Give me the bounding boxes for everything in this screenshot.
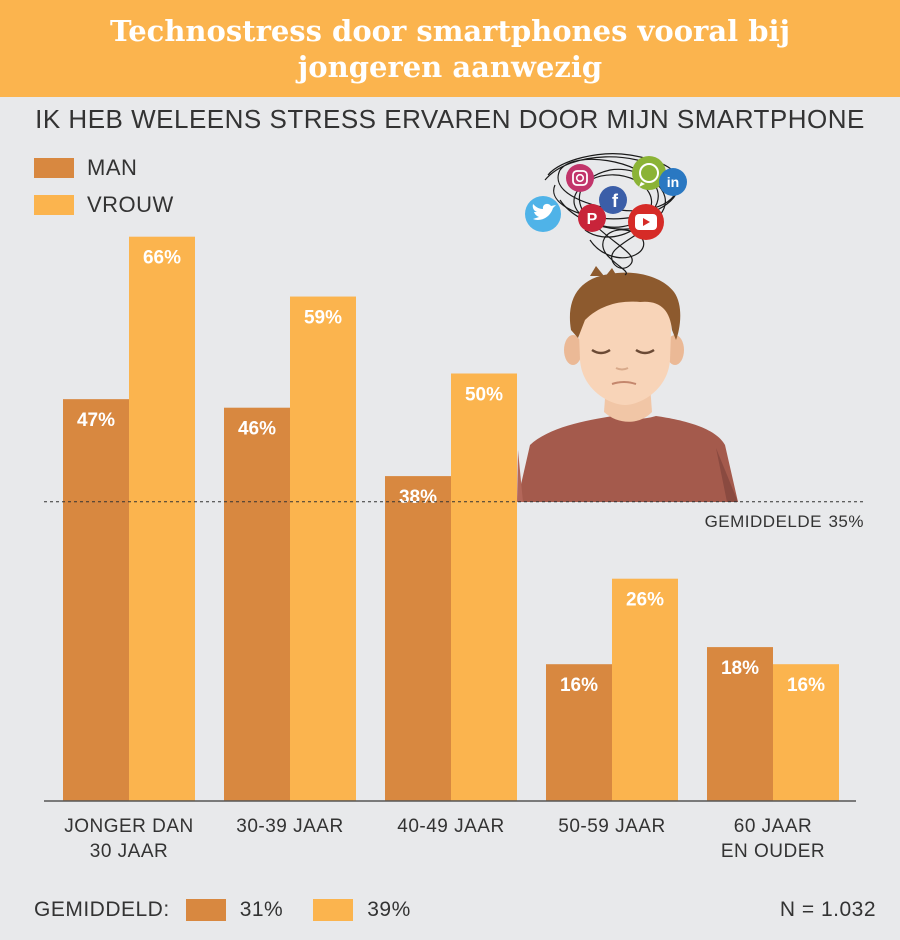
average-vrouw-value: 39% — [367, 898, 411, 921]
bar-value-label: 50% — [465, 385, 503, 406]
bar-man-1 — [224, 407, 290, 801]
legend-man: MAN — [34, 155, 137, 181]
social-media-icons: in f P — [525, 156, 687, 240]
bar-man-2 — [385, 476, 451, 801]
legend-man-swatch — [34, 158, 74, 178]
bar-vrouw-4 — [773, 664, 839, 801]
average-man-value: 31% — [239, 898, 284, 921]
legend-vrouw: VROUW — [34, 192, 174, 218]
category-label: JONGER DAN 30 JAAR — [64, 816, 194, 862]
legend-vrouw-swatch — [34, 195, 74, 215]
bar-vrouw-3 — [612, 578, 678, 801]
bar-man-0 — [63, 399, 129, 801]
average-reference-label: GEMIDDELDE — [705, 512, 822, 531]
average-reference-value: 35% — [828, 512, 864, 531]
bar-value-label: 59% — [304, 308, 342, 329]
facebook-icon: f — [599, 186, 627, 214]
sample-size: N = 1.032 — [779, 898, 876, 921]
bar-man-4 — [707, 647, 773, 801]
svg-text:f: f — [612, 191, 619, 211]
average-summary: GEMIDDELD: 31% 39% — [34, 898, 441, 922]
person-hair — [569, 272, 681, 340]
twitter-icon — [525, 196, 561, 232]
bar-value-label: 66% — [143, 248, 181, 269]
average-man-swatch — [185, 899, 226, 921]
youtube-icon — [628, 204, 664, 240]
title-banner: Technostress door smartphones vooral bij… — [0, 0, 900, 97]
category-label: 30-39 JAAR — [236, 816, 343, 837]
average-summary-label: GEMIDDELD: — [34, 898, 170, 921]
bar-vrouw-1 — [290, 296, 356, 801]
category-label: 50-59 JAAR — [558, 816, 665, 837]
legend-man-label: MAN — [87, 155, 138, 180]
svg-text:in: in — [667, 174, 679, 190]
average-vrouw-swatch — [313, 899, 354, 921]
legend-vrouw-label: VROUW — [87, 192, 174, 217]
bar-value-label: 26% — [626, 590, 664, 611]
instagram-icon — [566, 164, 594, 192]
stressed-person-illustration — [517, 266, 738, 502]
chart-subtitle: IK HEB WELEENS STRESS ERVAREN DOOR MIJN … — [35, 104, 865, 134]
svg-text:P: P — [587, 211, 598, 228]
page-title: Technostress door smartphones vooral bij… — [109, 13, 791, 84]
bar-value-label: 16% — [787, 675, 825, 696]
bar-value-label: 18% — [721, 658, 759, 679]
bar-man-3 — [546, 664, 612, 801]
category-label: 40-49 JAAR — [397, 816, 504, 837]
bar-value-label: 47% — [77, 410, 115, 431]
bar-value-label: 46% — [238, 419, 276, 440]
person-shirt — [517, 416, 738, 502]
person-face — [578, 278, 672, 405]
bar-vrouw-2 — [451, 373, 517, 801]
whatsapp-icon — [632, 156, 666, 190]
bar-value-label: 16% — [560, 675, 598, 696]
bar-vrouw-0 — [129, 236, 195, 801]
pinterest-icon: P — [578, 204, 606, 232]
bar-value-label: 38% — [399, 487, 437, 508]
category-label: 60 JAAR EN OUDER — [721, 816, 825, 862]
linkedin-icon: in — [659, 168, 687, 196]
